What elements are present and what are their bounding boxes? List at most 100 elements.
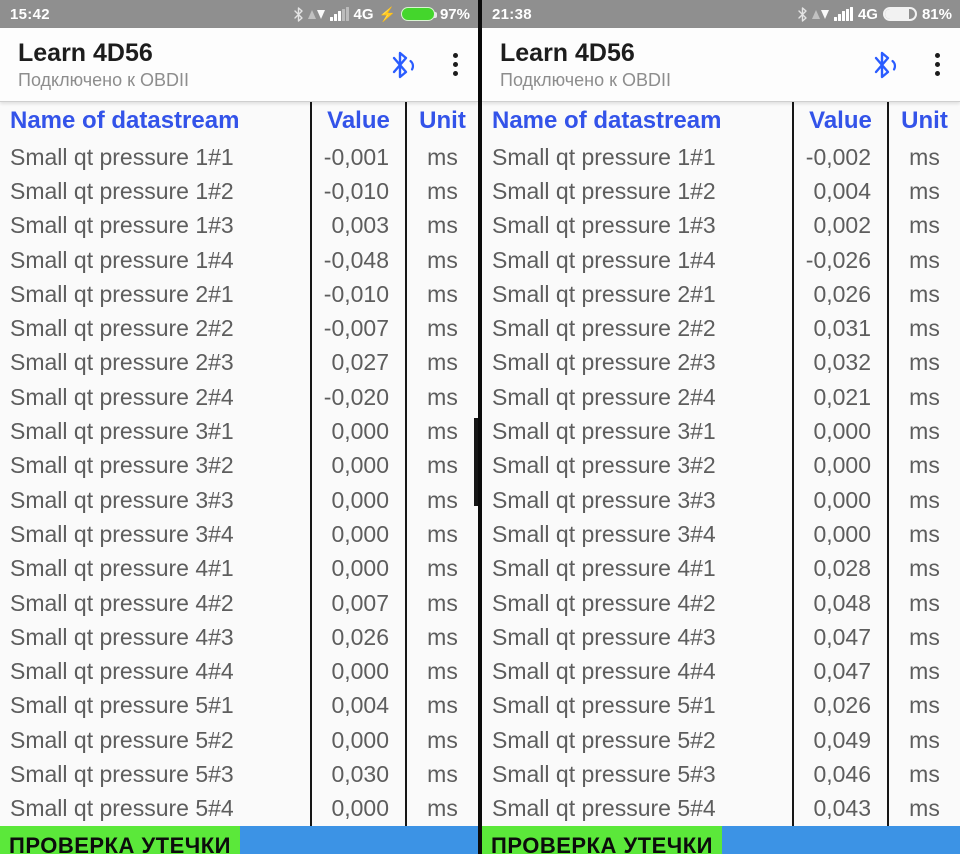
datastream-name: Small qt pressure 5#1 (10, 692, 234, 719)
leak-check-button[interactable]: ПРОВЕРКА УТЕЧКИ (0, 826, 240, 854)
table-row[interactable]: Small qt pressure 4#2 0,048 ms (482, 585, 960, 621)
datastream-unit: ms (405, 620, 478, 655)
table-row[interactable]: Small qt pressure 2#1 -0,010 ms (0, 277, 478, 312)
table-row[interactable]: Small qt pressure 2#4 -0,020 ms (0, 380, 478, 415)
datastream-value: -0,048 (310, 242, 405, 278)
datastream-unit: ms (887, 723, 960, 758)
datastream-unit: ms (405, 277, 478, 312)
table-row[interactable]: Small qt pressure 1#4 -0,026 ms (482, 242, 960, 278)
table-row[interactable]: Small qt pressure 2#3 0,027 ms (0, 345, 478, 381)
datastream-value: 0,000 (792, 448, 887, 483)
table-row[interactable]: Small qt pressure 2#1 0,026 ms (482, 277, 960, 312)
datastream-name: Small qt pressure 1#2 (492, 177, 716, 204)
table-row[interactable]: Small qt pressure 4#1 0,028 ms (482, 551, 960, 586)
table-row[interactable]: Small qt pressure 4#1 0,000 ms (0, 551, 478, 586)
leak-check-button[interactable]: ПРОВЕРКА УТЕЧКИ (482, 826, 722, 854)
bluetooth-connected-icon[interactable] (387, 48, 421, 82)
table-row[interactable]: Small qt pressure 2#2 -0,007 ms (0, 311, 478, 346)
datastream-name: Small qt pressure 4#1 (492, 555, 716, 582)
datastream-name: Small qt pressure 5#3 (492, 760, 716, 787)
datastream-name: Small qt pressure 1#3 (10, 212, 234, 239)
datastream-unit: ms (405, 654, 478, 689)
table-body: Small qt pressure 1#1 -0,002 ms Small qt… (482, 140, 960, 826)
network-type-label: 4G (857, 5, 878, 23)
table-row[interactable]: Small qt pressure 5#3 0,046 ms (482, 757, 960, 792)
table-row[interactable]: Small qt pressure 3#3 0,000 ms (0, 482, 478, 518)
datastream-name: Small qt pressure 2#3 (492, 349, 716, 376)
table-row[interactable]: Small qt pressure 2#4 0,021 ms (482, 380, 960, 415)
table-row[interactable]: Small qt pressure 1#1 -0,002 ms (482, 140, 960, 175)
table-row[interactable]: Small qt pressure 5#4 0,000 ms (0, 791, 478, 826)
table-row[interactable]: Small qt pressure 5#3 0,030 ms (0, 757, 478, 792)
table-row[interactable]: Small qt pressure 5#2 0,049 ms (482, 723, 960, 758)
datastream-value: 0,049 (792, 723, 887, 758)
datastream-name: Small qt pressure 3#4 (492, 520, 716, 547)
battery-icon (400, 7, 437, 21)
table-row[interactable]: Small qt pressure 5#1 0,026 ms (482, 688, 960, 724)
datastream-value: 0,021 (792, 380, 887, 415)
datastream-unit: ms (887, 174, 960, 209)
datastream-name: Small qt pressure 2#4 (10, 383, 234, 410)
datastream-value: 0,032 (792, 345, 887, 381)
connection-status: Подключено к OBDII (18, 69, 189, 90)
table-row[interactable]: Small qt pressure 3#4 0,000 ms (482, 517, 960, 552)
status-time: 15:42 (10, 5, 50, 23)
table-row[interactable]: Small qt pressure 4#4 0,000 ms (0, 654, 478, 689)
app-bar: Learn 4D56 Подключено к OBDII (0, 28, 478, 102)
table-row[interactable]: Small qt pressure 3#1 0,000 ms (0, 414, 478, 449)
datastream-value: 0,047 (792, 654, 887, 689)
table-row[interactable]: Small qt pressure 5#4 0,043 ms (482, 791, 960, 826)
datastream-value: 0,000 (310, 482, 405, 518)
datastream-value: 0,000 (310, 654, 405, 689)
table-row[interactable]: Small qt pressure 3#3 0,000 ms (482, 482, 960, 518)
table-row[interactable]: Small qt pressure 1#3 0,002 ms (482, 208, 960, 243)
datastream-name: Small qt pressure 2#2 (492, 315, 716, 342)
overflow-menu-icon[interactable] (929, 49, 946, 80)
datastream-name: Small qt pressure 3#1 (10, 418, 234, 445)
table-row[interactable]: Small qt pressure 5#2 0,000 ms (0, 723, 478, 758)
datastream-value: 0,027 (310, 345, 405, 381)
panel-right: 21:38 4G 81% Learn 4D56 Подключено к OBD… (482, 0, 960, 854)
table-body: Small qt pressure 1#1 -0,001 ms Small qt… (0, 140, 478, 826)
table-row[interactable]: Small qt pressure 5#1 0,004 ms (0, 688, 478, 724)
table-row[interactable]: Small qt pressure 3#2 0,000 ms (0, 448, 478, 483)
table-row[interactable]: Small qt pressure 1#3 0,003 ms (0, 208, 478, 243)
datastream-value: 0,031 (792, 311, 887, 346)
table-header-row: Name of datastream Value Unit (0, 102, 478, 140)
datastream-value: -0,020 (310, 380, 405, 415)
footer-blue-area (240, 826, 478, 854)
table-row[interactable]: Small qt pressure 4#3 0,026 ms (0, 620, 478, 655)
table-row[interactable]: Small qt pressure 3#2 0,000 ms (482, 448, 960, 483)
datastream-value: 0,004 (310, 688, 405, 724)
table-row[interactable]: Small qt pressure 3#4 0,000 ms (0, 517, 478, 552)
table-row[interactable]: Small qt pressure 1#2 0,004 ms (482, 174, 960, 209)
column-header-name: Name of datastream (492, 107, 722, 134)
table-row[interactable]: Small qt pressure 1#4 -0,048 ms (0, 242, 478, 278)
datastream-name: Small qt pressure 4#1 (10, 555, 234, 582)
datastream-name: Small qt pressure 5#2 (492, 726, 716, 753)
overflow-menu-icon[interactable] (447, 49, 464, 80)
table-header-row: Name of datastream Value Unit (482, 102, 960, 140)
table-row[interactable]: Small qt pressure 3#1 0,000 ms (482, 414, 960, 449)
table-row[interactable]: Small qt pressure 1#2 -0,010 ms (0, 174, 478, 209)
table-row[interactable]: Small qt pressure 4#3 0,047 ms (482, 620, 960, 655)
datastream-value: -0,010 (310, 277, 405, 312)
datastream-name: Small qt pressure 1#1 (10, 143, 234, 170)
scrollbar-thumb[interactable] (474, 418, 478, 506)
table-row[interactable]: Small qt pressure 4#2 0,007 ms (0, 585, 478, 621)
datastream-value: 0,000 (310, 448, 405, 483)
table-row[interactable]: Small qt pressure 1#1 -0,001 ms (0, 140, 478, 175)
datastream-unit: ms (887, 654, 960, 689)
app-title: Learn 4D56 (18, 38, 153, 67)
datastream-unit: ms (887, 482, 960, 518)
status-bar: 21:38 4G 81% (482, 0, 960, 28)
table-row[interactable]: Small qt pressure 2#3 0,032 ms (482, 345, 960, 381)
column-header-value: Value (310, 102, 405, 140)
data-transfer-arrows-icon (308, 9, 326, 19)
table-row[interactable]: Small qt pressure 2#2 0,031 ms (482, 311, 960, 346)
datastream-value: 0,026 (792, 688, 887, 724)
signal-strength-icon (834, 7, 853, 21)
bluetooth-connected-icon[interactable] (869, 48, 903, 82)
datastream-value: 0,047 (792, 620, 887, 655)
table-row[interactable]: Small qt pressure 4#4 0,047 ms (482, 654, 960, 689)
